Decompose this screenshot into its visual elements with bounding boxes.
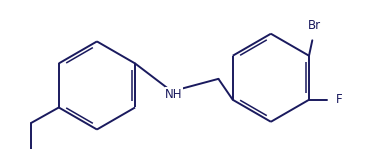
Text: NH: NH <box>165 88 183 101</box>
Text: F: F <box>336 93 342 106</box>
Text: Br: Br <box>308 18 321 32</box>
